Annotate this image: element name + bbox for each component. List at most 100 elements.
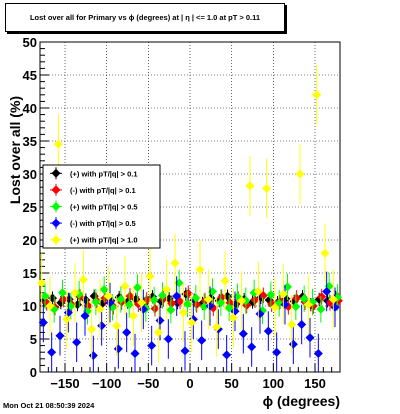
x-tick-label: −100	[92, 376, 121, 391]
plot-title: Lost over all for Primary vs ϕ (degrees)…	[29, 13, 261, 22]
data-point	[216, 298, 226, 308]
y-tick-label: 35	[23, 134, 37, 149]
data-point	[91, 297, 101, 307]
legend-box	[42, 164, 161, 249]
data-point	[322, 286, 332, 296]
data-point	[208, 286, 217, 296]
data-point	[138, 304, 148, 314]
data-point	[47, 347, 57, 357]
data-point	[316, 304, 326, 314]
data-point	[237, 296, 247, 306]
data-point	[62, 314, 72, 324]
data-point	[40, 291, 50, 301]
data-point	[228, 313, 238, 323]
series-yellow	[37, 65, 338, 363]
data-point	[78, 275, 88, 285]
data-point	[255, 309, 265, 319]
data-point	[167, 298, 177, 308]
data-point	[37, 278, 47, 288]
data-point	[58, 294, 68, 304]
data-point	[166, 305, 176, 315]
data-point	[224, 303, 234, 313]
y-tick-label: 20	[23, 233, 37, 248]
data-point	[178, 308, 188, 318]
data-point	[330, 302, 340, 312]
y-tick-label: 10	[23, 299, 37, 314]
y-tick-label: 5	[30, 332, 37, 347]
data-point	[263, 326, 273, 336]
data-point	[222, 350, 232, 360]
data-point	[105, 298, 115, 308]
axes: −150 −100 −50 0 50 100 150 0 5 10 15 20 25 30 35 40 45 50	[23, 35, 333, 391]
data-point	[305, 333, 315, 343]
data-point	[270, 302, 280, 312]
y-tick-label: 30	[23, 167, 37, 182]
y-tick-label: 15	[23, 266, 37, 281]
data-point	[95, 304, 105, 314]
data-point	[299, 294, 309, 304]
data-point	[125, 291, 135, 301]
data-point	[149, 295, 159, 305]
data-point	[278, 289, 288, 299]
legend-label: (-) with pT/|q| > 0.5	[70, 219, 136, 228]
x-tick-label: 0	[186, 376, 193, 391]
data-point	[174, 278, 184, 288]
data-point	[153, 327, 163, 337]
data-point	[297, 319, 307, 329]
x-tick-label: 150	[304, 376, 326, 391]
x-tick-label: 100	[262, 376, 284, 391]
data-point	[99, 285, 109, 294]
data-point	[147, 341, 157, 351]
data-point	[292, 293, 302, 303]
legend-marker	[51, 185, 61, 195]
data-point	[287, 319, 297, 329]
data-point	[120, 281, 130, 291]
data-point	[288, 339, 298, 349]
data-point	[45, 301, 55, 311]
data-point	[313, 349, 323, 359]
data-point	[162, 285, 172, 294]
data-point	[172, 291, 182, 301]
data-point	[158, 290, 167, 300]
data-point	[155, 316, 165, 326]
data-point	[247, 342, 257, 352]
timestamp: Mon Oct 21 08:50:39 2024	[3, 401, 95, 410]
legend-label: (+) with pT/|q| > 0.1	[70, 169, 138, 178]
data-point	[130, 349, 140, 359]
data-point	[303, 300, 313, 310]
data-points	[37, 65, 343, 372]
data-point	[253, 286, 263, 296]
data-point	[195, 265, 205, 275]
data-point	[58, 288, 67, 298]
legend: (+) with pT/|q| > 0.1 (-) with pT/|q| > 0…	[42, 164, 161, 249]
y-axis-label: Lost over all (%)	[7, 96, 23, 204]
legend-marker	[51, 202, 61, 211]
data-point	[133, 283, 142, 293]
data-point	[291, 302, 301, 312]
data-point	[150, 304, 160, 314]
plot-title-box: Lost over all for Primary vs ϕ (degrees)…	[5, 3, 285, 32]
data-point	[328, 294, 338, 304]
data-point	[124, 300, 134, 310]
data-point	[197, 335, 207, 345]
data-point	[250, 295, 260, 305]
data-point	[183, 299, 192, 309]
data-point	[63, 308, 73, 318]
legend-label: (+) with pT/|q| > 0.5	[70, 203, 138, 212]
data-point	[170, 258, 180, 268]
data-point	[199, 302, 209, 312]
data-point	[163, 334, 173, 344]
data-point	[266, 290, 276, 300]
data-point	[272, 347, 282, 357]
data-point	[112, 321, 122, 331]
data-point	[280, 300, 290, 310]
data-point	[137, 298, 147, 308]
data-point	[53, 139, 63, 149]
legend-marker	[51, 235, 61, 245]
data-point	[145, 271, 155, 281]
data-point	[103, 291, 113, 301]
data-point	[38, 318, 48, 327]
data-point	[317, 292, 327, 302]
data-point	[128, 311, 138, 321]
data-point	[238, 329, 248, 339]
